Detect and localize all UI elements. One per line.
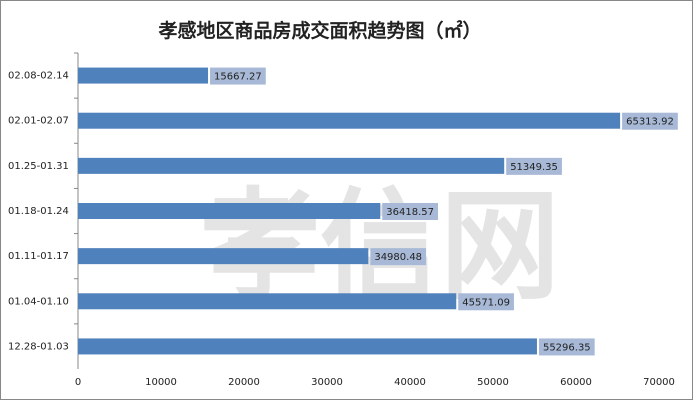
y-tick-label: 12.28-01.03	[8, 341, 69, 352]
x-tick-label: 10000	[145, 377, 177, 388]
bar	[78, 248, 369, 265]
x-tick-label: 60000	[560, 377, 592, 388]
x-tick-label: 70000	[643, 377, 675, 388]
bar	[78, 338, 537, 355]
data-label: 15667.27	[214, 72, 262, 83]
bar	[78, 157, 505, 174]
y-tick-label: 01.04-01.10	[8, 296, 69, 307]
x-tick-label: 0	[75, 377, 81, 388]
x-tick-label: 50000	[477, 377, 509, 388]
data-label-bg	[622, 112, 678, 130]
y-tick-label: 01.18-01.24	[8, 206, 69, 217]
data-label: 55296.35	[543, 342, 591, 353]
data-label: 45571.09	[462, 297, 510, 308]
x-tick-label: 30000	[311, 377, 343, 388]
x-tick-label: 20000	[228, 377, 260, 388]
data-label: 34980.48	[374, 252, 422, 263]
data-label-bg	[382, 203, 438, 220]
data-label-bg	[506, 157, 562, 175]
data-label-bg	[458, 293, 514, 311]
data-label: 36418.57	[386, 207, 434, 218]
chart-title: 孝感地区商品房成交面积趋势图（㎡）	[158, 19, 481, 42]
bar	[78, 293, 457, 310]
y-tick-label: 02.08-02.14	[8, 71, 69, 82]
bar	[78, 67, 209, 84]
data-label-bg	[370, 248, 427, 266]
bar	[78, 203, 381, 219]
y-tick-label: 02.01-02.07	[8, 116, 69, 127]
data-label: 51349.35	[510, 162, 558, 173]
bar	[78, 112, 621, 129]
y-tick-label: 01.25-01.31	[8, 161, 69, 172]
data-label-bg	[538, 338, 595, 356]
x-tick-label: 40000	[394, 377, 426, 388]
y-tick-label: 01.11-01.17	[8, 251, 69, 262]
data-label-bg	[210, 67, 266, 85]
data-label: 65313.92	[626, 117, 674, 128]
